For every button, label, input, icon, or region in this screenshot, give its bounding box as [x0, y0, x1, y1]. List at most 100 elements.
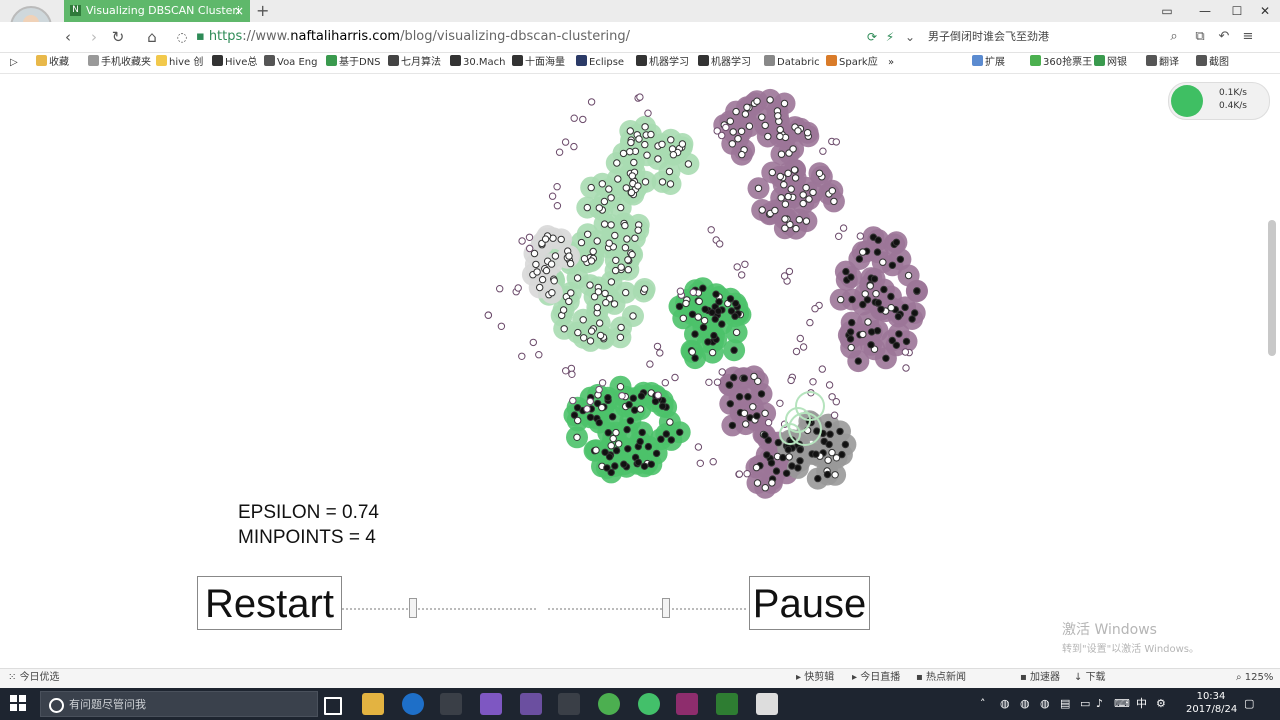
tray-chevron-icon[interactable]: ˄	[980, 697, 986, 710]
bookmark-item[interactable]: 翻译	[1146, 55, 1179, 71]
bookmark-item[interactable]: 360抢票王	[1030, 55, 1092, 71]
noise-point	[497, 322, 506, 331]
status-item[interactable]: ↓ 下载	[1074, 671, 1106, 685]
shield-icon[interactable]: ◌	[176, 30, 188, 44]
lightning-icon[interactable]: ⚡	[885, 30, 895, 44]
bookmark-item[interactable]: 机器学习	[698, 55, 751, 71]
data-point	[888, 336, 896, 345]
bookmark-item[interactable]: Eclipse	[576, 55, 624, 71]
status-item[interactable]: ▪ 热点新闻	[916, 671, 966, 685]
ime-indicator[interactable]: 中	[1136, 697, 1147, 710]
data-point	[662, 430, 671, 438]
data-point	[595, 204, 604, 212]
menu-icon[interactable]: ≡	[1242, 29, 1254, 44]
refresh-mode-icon[interactable]: ⟳	[866, 30, 878, 44]
tray-icon[interactable]: ▤	[1060, 697, 1071, 710]
bookmark-item[interactable]: 十面海量	[512, 55, 565, 71]
status-item[interactable]: ▸ 快剪辑	[796, 671, 834, 685]
task-view-icon[interactable]	[324, 697, 342, 715]
bookmark-label: 扩展	[985, 57, 1005, 68]
restart-button[interactable]: Restart	[197, 576, 342, 630]
data-point	[641, 178, 650, 186]
app-icon[interactable]	[558, 693, 580, 715]
data-point	[874, 236, 882, 244]
app-icon[interactable]	[520, 693, 542, 715]
onenote-icon[interactable]	[676, 693, 698, 715]
browser-icon[interactable]	[598, 693, 620, 715]
data-point	[532, 260, 540, 269]
taskbar-clock[interactable]: 10:34 2017/8/24	[1186, 690, 1237, 716]
bookmark-item[interactable]: 手机收藏夹	[88, 55, 151, 71]
tray-icon[interactable]: ◍	[1040, 697, 1050, 710]
minimize-button[interactable]: —	[1199, 4, 1211, 18]
slider-handle[interactable]	[409, 598, 417, 618]
active-browser-icon[interactable]	[638, 693, 660, 715]
address-bar[interactable]: ▪ https://www.naftaliharris.com/blog/visu…	[196, 27, 876, 47]
data-point	[624, 256, 632, 264]
bookmark-item[interactable]: 30.Mach	[450, 55, 506, 71]
data-point	[636, 405, 645, 413]
data-point	[699, 284, 707, 292]
network-speed-widget[interactable]: 0.1K/s 0.4K/s	[1168, 82, 1270, 120]
slider-handle[interactable]	[662, 598, 670, 618]
bookmark-item[interactable]: 网银	[1094, 55, 1127, 71]
restore-window-icon[interactable]: ▭	[1161, 4, 1173, 18]
bookmark-item[interactable]: 基于DNS	[326, 55, 381, 71]
data-point	[624, 445, 632, 453]
undo-icon[interactable]: ↶	[1218, 29, 1230, 44]
tray-icon[interactable]: ◍	[1000, 697, 1010, 710]
bookmark-item[interactable]: Databric	[764, 55, 820, 71]
reload-icon[interactable]: ↻	[111, 28, 125, 46]
notification-icon[interactable]: ▢	[1244, 697, 1255, 710]
dbscan-plot[interactable]	[480, 84, 960, 504]
zoom-level[interactable]: ⌕ 125%	[1236, 671, 1273, 685]
status-left[interactable]: ⁙ 今日优选	[8, 671, 60, 685]
status-left-label: 今日优选	[19, 672, 60, 683]
pause-button[interactable]: Pause	[749, 576, 870, 630]
close-window-button[interactable]: ✕	[1259, 4, 1271, 18]
store-icon[interactable]	[440, 693, 462, 715]
browser-tab[interactable]: N Visualizing DBSCAN Clusteri ×	[64, 0, 250, 22]
data-point	[626, 127, 635, 135]
tab-close-icon[interactable]: ×	[233, 4, 244, 18]
bookmark-item[interactable]: hive 创	[156, 55, 203, 71]
network-icon[interactable]: ▭	[1080, 697, 1091, 710]
edge-icon[interactable]	[402, 693, 424, 715]
bookmark-item[interactable]: 机器学习	[636, 55, 689, 71]
bookmark-item[interactable]: 扩展	[972, 55, 1005, 71]
back-icon[interactable]: ‹	[65, 28, 71, 46]
bookmark-item[interactable]: 七月算法	[388, 55, 441, 71]
windows-start-icon[interactable]	[10, 695, 26, 711]
file-explorer-icon[interactable]	[362, 693, 384, 715]
bookmark-manager-icon[interactable]: ⧉	[1195, 29, 1205, 44]
volume-icon[interactable]: ♪	[1096, 697, 1104, 710]
data-point	[904, 271, 913, 280]
maximize-button[interactable]: ☐	[1231, 4, 1243, 18]
new-tab-button[interactable]: +	[256, 1, 270, 20]
vertical-scrollbar[interactable]	[1268, 220, 1276, 356]
bookmarks-toggle-icon[interactable]: ▷	[10, 57, 18, 68]
app-icon[interactable]	[756, 693, 778, 715]
bookmark-item[interactable]: Hive总	[212, 55, 257, 71]
forward-icon[interactable]: ›	[91, 28, 97, 46]
taskbar-search[interactable]: 有问题尽管问我	[40, 691, 318, 717]
keyboard-icon[interactable]: ⌨	[1114, 697, 1130, 710]
bookmark-item[interactable]: Voa Eng	[264, 55, 318, 71]
data-point	[640, 462, 649, 470]
search-box[interactable]: 男子倒闭时谁会飞至劲港	[928, 30, 1049, 43]
search-icon[interactable]: ⌕	[1170, 29, 1178, 44]
dropdown-icon[interactable]: ⌄	[904, 30, 916, 44]
tray-icon[interactable]: ⚙	[1156, 697, 1166, 710]
data-point	[913, 287, 921, 295]
status-item[interactable]: ▪ 加速器	[1020, 671, 1060, 685]
status-item[interactable]: ▸ 今日直播	[852, 671, 900, 685]
bookmarks-more-icon[interactable]: »	[888, 57, 895, 68]
tray-icon[interactable]: ◍	[1020, 697, 1030, 710]
bookmark-item[interactable]: 收藏	[36, 55, 69, 71]
bookmark-item[interactable]: Spark应	[826, 55, 878, 71]
app-icon[interactable]	[480, 693, 502, 715]
data-point	[587, 257, 596, 265]
app-icon[interactable]	[716, 693, 738, 715]
home-icon[interactable]: ⌂	[147, 28, 157, 46]
bookmark-item[interactable]: 截图	[1196, 55, 1229, 71]
